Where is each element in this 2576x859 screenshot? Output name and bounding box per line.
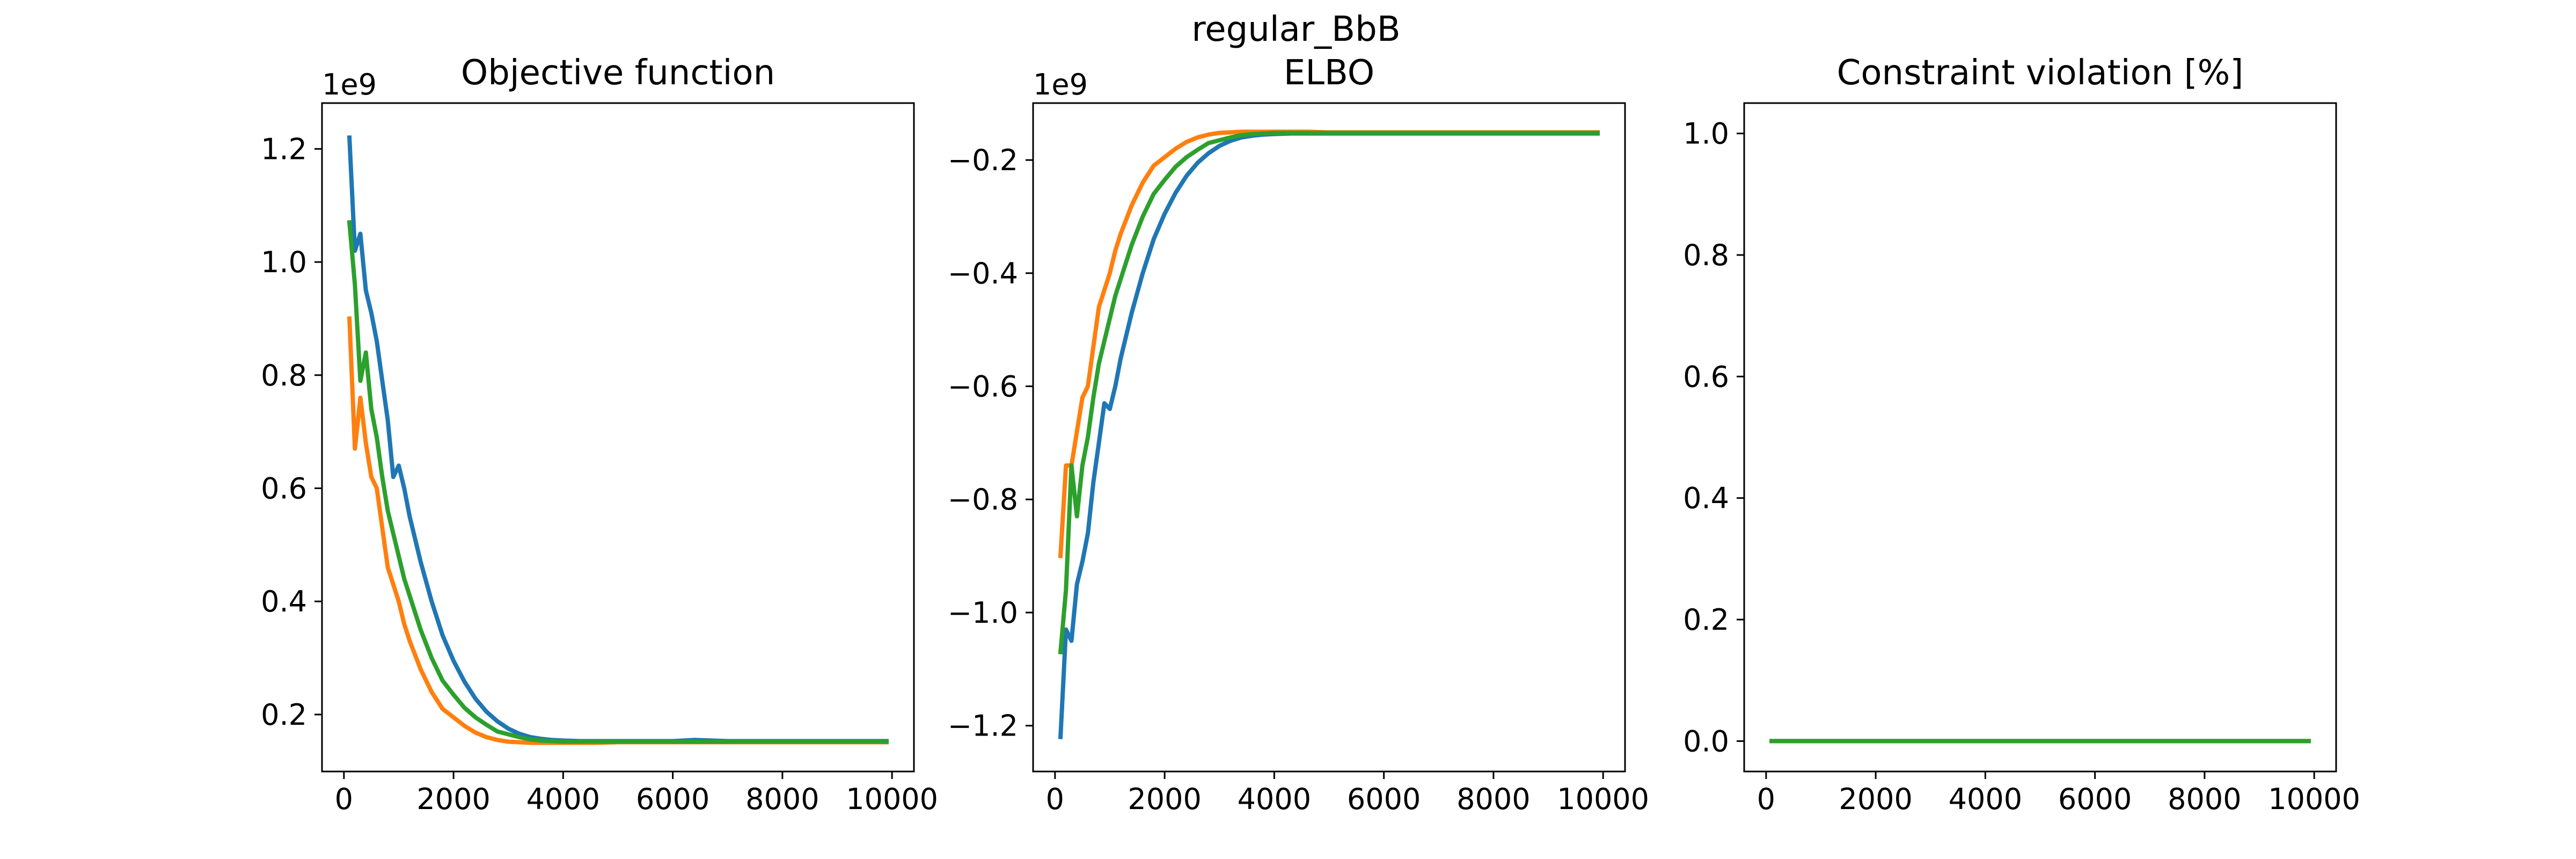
x-tick-label: 2000	[1128, 782, 1201, 816]
x-tick-label: 0	[1757, 782, 1775, 816]
y-tick-label: 0.8	[1683, 238, 1729, 272]
x-tick-label: 6000	[636, 782, 709, 816]
series-line-3	[347, 220, 889, 744]
y-tick-label: 0.0	[1683, 724, 1729, 758]
y-tick-label: −0.4	[948, 257, 1018, 290]
x-tick-label: 6000	[2058, 782, 2132, 816]
series-line-2	[347, 316, 889, 745]
x-tick-label: 0	[1046, 782, 1064, 816]
y-tick-label: 0.6	[1683, 360, 1729, 394]
y-tick-label: −1.2	[948, 709, 1018, 743]
y-tick-label: 1.0	[1683, 117, 1729, 151]
axes-frame	[1743, 102, 2337, 773]
x-tick-label: 2000	[1839, 782, 1912, 816]
y-tick-label: 0.4	[261, 585, 307, 618]
x-tick-label: 0	[335, 782, 353, 816]
x-tick-label: 4000	[1949, 782, 2022, 816]
series-line-2	[1058, 129, 1600, 558]
x-tick-label: 8000	[1457, 782, 1530, 816]
y-tick-label: −0.8	[948, 483, 1018, 516]
x-tick-label: 10000	[846, 782, 938, 816]
x-tick-label: 8000	[745, 782, 819, 816]
subplot-title: Constraint violation [%]	[1837, 53, 2244, 93]
axes-frame	[1032, 102, 1626, 773]
axes-frame	[321, 102, 915, 773]
y-tick-label: 0.2	[1683, 603, 1729, 637]
subplot-title: ELBO	[1284, 53, 1374, 93]
figure-suptitle: regular_BbB	[1191, 10, 1400, 49]
y-tick-label: −0.6	[948, 370, 1018, 404]
x-tick-label: 10000	[1557, 782, 1649, 816]
x-tick-label: 8000	[2168, 782, 2241, 816]
subplot-2: 0 2000 4000 6000 8000 10000 −1.2 −1.0 −0.8 −0.6 −0…	[948, 53, 1649, 816]
series-line-3	[1058, 130, 1600, 655]
y-offset-label: 1e9	[1033, 68, 1088, 101]
x-tick-label: 10000	[2268, 782, 2360, 816]
x-tick-label: 2000	[416, 782, 490, 816]
y-tick-label: 0.2	[261, 698, 307, 732]
y-tick-label: −1.0	[948, 596, 1018, 630]
y-tick-label: 1.0	[261, 245, 307, 279]
subplot-title: Objective function	[461, 53, 775, 93]
subplot-1: 0 2000 4000 6000 8000 10000 0.2 0.4 0.6 0.8 1.0 1.2…	[261, 53, 938, 816]
subplots: 0 2000 4000 6000 8000 10000 0.2 0.4 0.6 0.8 1.0 1.2…	[261, 53, 2360, 816]
y-tick-label: 1.2	[261, 132, 307, 166]
y-tick-label: 0.6	[261, 471, 307, 505]
x-tick-label: 4000	[526, 782, 600, 816]
y-tick-label: 0.8	[261, 359, 307, 392]
x-tick-label: 6000	[1347, 782, 1421, 816]
y-offset-label: 1e9	[322, 68, 377, 101]
subplot-3: 0 2000 4000 6000 8000 10000 0.0 0.2 0.4 0.6 0.8 1.0…	[1683, 53, 2360, 816]
y-tick-label: 0.4	[1683, 482, 1729, 515]
y-tick-label: −0.2	[948, 143, 1018, 177]
x-tick-label: 4000	[1238, 782, 1311, 816]
